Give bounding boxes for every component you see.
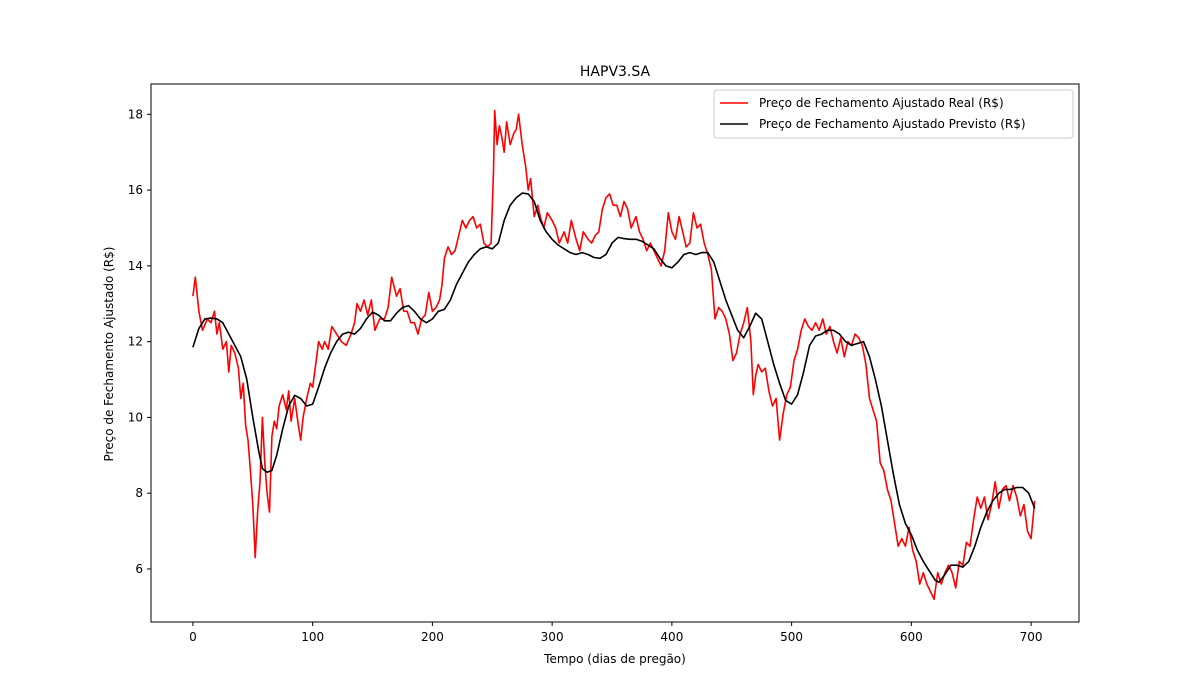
series-line-real xyxy=(192,109,1036,601)
x-tick-label: 700 xyxy=(1020,630,1043,644)
series-line-predicted xyxy=(192,192,1036,584)
legend-label-real: Preço de Fechamento Ajustado Real (R$) xyxy=(759,96,1004,110)
x-tick-label: 100 xyxy=(301,630,324,644)
y-tick-label: 10 xyxy=(128,410,143,424)
x-tick-label: 400 xyxy=(660,630,683,644)
y-axis-ticks: 6 8 10 12 14 16 18 xyxy=(128,107,151,576)
x-tick-label: 300 xyxy=(541,630,564,644)
y-tick-label: 6 xyxy=(135,562,143,576)
x-tick-label: 0 xyxy=(189,630,197,644)
chart-title: HAPV3.SA xyxy=(580,64,651,80)
y-tick-label: 14 xyxy=(128,259,143,273)
legend-label-predicted: Preço de Fechamento Ajustado Previsto (R… xyxy=(759,117,1026,131)
y-tick-label: 12 xyxy=(128,335,143,349)
plot-lines xyxy=(192,109,1036,601)
x-axis-ticks: 0 100 200 300 400 500 600 700 xyxy=(189,622,1043,644)
y-tick-label: 16 xyxy=(128,183,143,197)
legend-box xyxy=(713,89,1074,139)
y-tick-label: 18 xyxy=(128,107,143,121)
y-axis-label: Preço de Fechamento Ajustado (R$) xyxy=(102,247,116,462)
legend: Preço de Fechamento Ajustado Real (R$) P… xyxy=(713,89,1074,139)
x-axis-label: Tempo (dias de pregão) xyxy=(543,652,686,666)
x-tick-label: 600 xyxy=(900,630,923,644)
plot-frame xyxy=(150,83,1080,623)
x-tick-label: 200 xyxy=(421,630,444,644)
y-tick-label: 8 xyxy=(135,486,143,500)
x-tick-label: 500 xyxy=(780,630,803,644)
